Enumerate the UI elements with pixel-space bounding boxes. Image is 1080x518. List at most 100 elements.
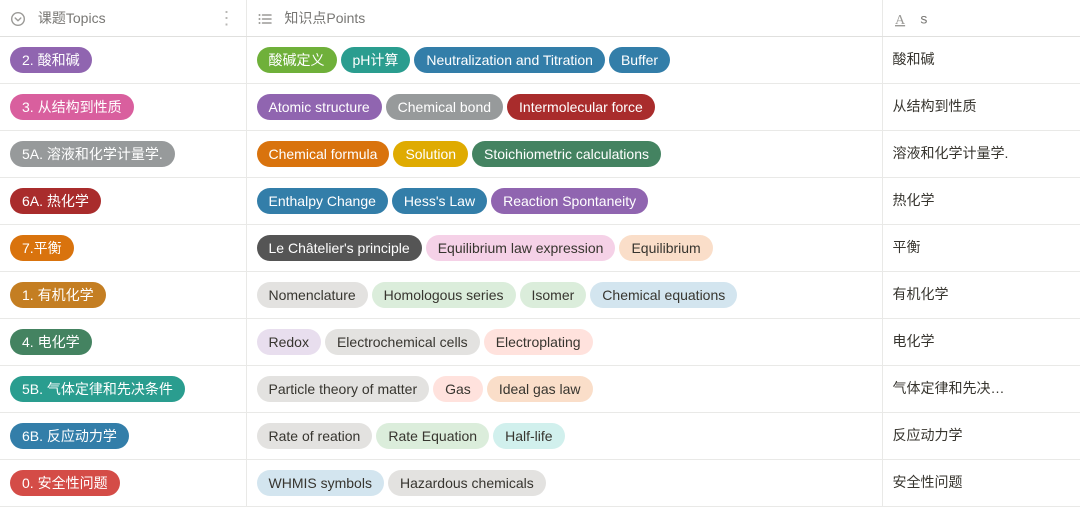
topic-pill[interactable]: 6A. 热化学 (10, 188, 101, 214)
point-pill[interactable]: Nomenclature (257, 282, 368, 308)
cell-topic[interactable]: 0. 安全性问题 (0, 460, 246, 507)
point-pill[interactable]: Equilibrium law expression (426, 235, 616, 261)
point-pill[interactable]: WHMIS symbols (257, 470, 384, 496)
cell-s[interactable]: 气体定律和先决… (882, 366, 1080, 413)
point-pill[interactable]: Redox (257, 329, 321, 355)
topic-pill[interactable]: 0. 安全性问题 (10, 470, 120, 496)
point-pill[interactable]: Ideal gas law (487, 376, 593, 402)
table-row[interactable]: 7.平衡 Le Châtelier's principleEquilibrium … (0, 225, 1080, 272)
point-pill[interactable]: Stoichiometric calculations (472, 141, 661, 167)
point-pill[interactable]: Intermolecular force (507, 94, 655, 120)
topic-pill[interactable]: 4. 电化学 (10, 329, 92, 355)
cell-points[interactable]: Le Châtelier's principleEquilibrium law … (246, 225, 882, 272)
cell-points[interactable]: Atomic structureChemical bondIntermolecu… (246, 84, 882, 131)
table-row[interactable]: 6B. 反应动力学 Rate of reationRate EquationHal… (0, 413, 1080, 460)
cell-s[interactable]: 电化学 (882, 319, 1080, 366)
cell-topic[interactable]: 2. 酸和碱 (0, 37, 246, 84)
topic-pill[interactable]: 5B. 气体定律和先决条件 (10, 376, 185, 402)
cell-s[interactable]: 安全性问题 (882, 460, 1080, 507)
topic-pill[interactable]: 7.平衡 (10, 235, 74, 261)
cell-points[interactable]: Rate of reationRate EquationHalf-life (246, 413, 882, 460)
point-pill[interactable]: Particle theory of matter (257, 376, 430, 402)
topic-pill[interactable]: 1. 有机化学 (10, 282, 106, 308)
cell-topic[interactable]: 5A. 溶液和化学计量学. (0, 131, 246, 178)
cell-s[interactable]: 溶液和化学计量学. (882, 131, 1080, 178)
point-pill[interactable]: Chemical bond (386, 94, 503, 120)
cell-s[interactable]: 热化学 (882, 178, 1080, 225)
svg-text:A: A (895, 13, 906, 27)
table-row[interactable]: 6A. 热化学 Enthalpy ChangeHess's LawReaction… (0, 178, 1080, 225)
column-header-label: s (920, 10, 927, 26)
cell-points[interactable]: RedoxElectrochemical cellsElectroplating (246, 319, 882, 366)
table-row[interactable]: 3. 从结构到性质 Atomic structureChemical bondIn… (0, 84, 1080, 131)
s-text: 电化学 (893, 331, 935, 351)
column-header-s[interactable]: A s (882, 0, 1080, 37)
cell-points[interactable]: 酸碱定义pH计算Neutralization and TitrationBuff… (246, 37, 882, 84)
cell-topic[interactable]: 6B. 反应动力学 (0, 413, 246, 460)
cell-topic[interactable]: 6A. 热化学 (0, 178, 246, 225)
point-pill[interactable]: Buffer (609, 47, 670, 73)
point-pill[interactable]: Le Châtelier's principle (257, 235, 422, 261)
table-row[interactable]: 0. 安全性问题 WHMIS symbolsHazardous chemicals… (0, 460, 1080, 507)
point-pill[interactable]: Chemical equations (590, 282, 737, 308)
point-pill[interactable]: Hazardous chemicals (388, 470, 546, 496)
table-row[interactable]: 4. 电化学 RedoxElectrochemical cellsElectrop… (0, 319, 1080, 366)
column-header-points[interactable]: 知识点Points (246, 0, 882, 37)
cell-topic[interactable]: 1. 有机化学 (0, 272, 246, 319)
cell-topic[interactable]: 3. 从结构到性质 (0, 84, 246, 131)
point-pill[interactable]: Electrochemical cells (325, 329, 480, 355)
point-pill[interactable]: 酸碱定义 (257, 47, 337, 73)
point-pill[interactable]: Neutralization and Titration (414, 47, 605, 73)
point-pill[interactable]: Electroplating (484, 329, 593, 355)
point-pill[interactable]: pH计算 (341, 47, 411, 73)
more-icon[interactable]: ⋮ (218, 9, 236, 27)
point-pill[interactable]: Isomer (520, 282, 587, 308)
s-text: 有机化学 (893, 284, 949, 304)
cell-points[interactable]: WHMIS symbolsHazardous chemicals (246, 460, 882, 507)
cell-s[interactable]: 平衡 (882, 225, 1080, 272)
cell-points[interactable]: Chemical formulaSolutionStoichiometric c… (246, 131, 882, 178)
s-text: 热化学 (893, 190, 935, 210)
cell-s[interactable]: 从结构到性质 (882, 84, 1080, 131)
point-pill[interactable]: Enthalpy Change (257, 188, 388, 214)
s-text: 酸和碱 (893, 49, 935, 69)
cell-s[interactable]: 酸和碱 (882, 37, 1080, 84)
topic-pill[interactable]: 5A. 溶液和化学计量学. (10, 141, 175, 167)
s-text: 平衡 (893, 237, 921, 257)
point-pill[interactable]: Reaction Spontaneity (491, 188, 648, 214)
s-text: 从结构到性质 (893, 96, 977, 116)
point-pill[interactable]: Solution (393, 141, 468, 167)
cell-points[interactable]: Particle theory of matterGasIdeal gas la… (246, 366, 882, 413)
cell-points[interactable]: Enthalpy ChangeHess's LawReaction Sponta… (246, 178, 882, 225)
point-pill[interactable]: Equilibrium (619, 235, 712, 261)
chevron-down-circle-icon (10, 9, 26, 26)
database-table: 课题Topics ⋮ 知识点Points A s 2. 酸和碱酸碱定义pH计算N… (0, 0, 1080, 507)
point-pill[interactable]: Homologous series (372, 282, 516, 308)
point-pill[interactable]: Atomic structure (257, 94, 382, 120)
point-pill[interactable]: Hess's Law (392, 188, 487, 214)
column-header-topics[interactable]: 课题Topics ⋮ (0, 0, 246, 37)
s-text: 气体定律和先决… (893, 378, 1005, 398)
topic-pill[interactable]: 2. 酸和碱 (10, 47, 92, 73)
point-pill[interactable]: Chemical formula (257, 141, 390, 167)
cell-topic[interactable]: 4. 电化学 (0, 319, 246, 366)
point-pill[interactable]: Half-life (493, 423, 564, 449)
topic-pill[interactable]: 6B. 反应动力学 (10, 423, 129, 449)
cell-s[interactable]: 反应动力学 (882, 413, 1080, 460)
s-text: 反应动力学 (893, 425, 963, 445)
column-header-label: 知识点Points (284, 10, 365, 26)
cell-points[interactable]: NomenclatureHomologous seriesIsomerChemi… (246, 272, 882, 319)
s-text: 安全性问题 (893, 472, 963, 492)
table-row[interactable]: 5A. 溶液和化学计量学. Chemical formulaSolutionSto… (0, 131, 1080, 178)
s-text: 溶液和化学计量学. (893, 143, 1009, 163)
cell-topic[interactable]: 7.平衡 (0, 225, 246, 272)
table-row[interactable]: 5B. 气体定律和先决条件 Particle theory of matterGa… (0, 366, 1080, 413)
table-row[interactable]: 2. 酸和碱 酸碱定义pH计算Neutralization and Titrati… (0, 37, 1080, 84)
point-pill[interactable]: Rate of reation (257, 423, 373, 449)
topic-pill[interactable]: 3. 从结构到性质 (10, 94, 134, 120)
point-pill[interactable]: Rate Equation (376, 423, 489, 449)
point-pill[interactable]: Gas (433, 376, 483, 402)
table-row[interactable]: 1. 有机化学 NomenclatureHomologous seriesIsom… (0, 272, 1080, 319)
cell-s[interactable]: 有机化学 (882, 272, 1080, 319)
cell-topic[interactable]: 5B. 气体定律和先决条件 (0, 366, 246, 413)
